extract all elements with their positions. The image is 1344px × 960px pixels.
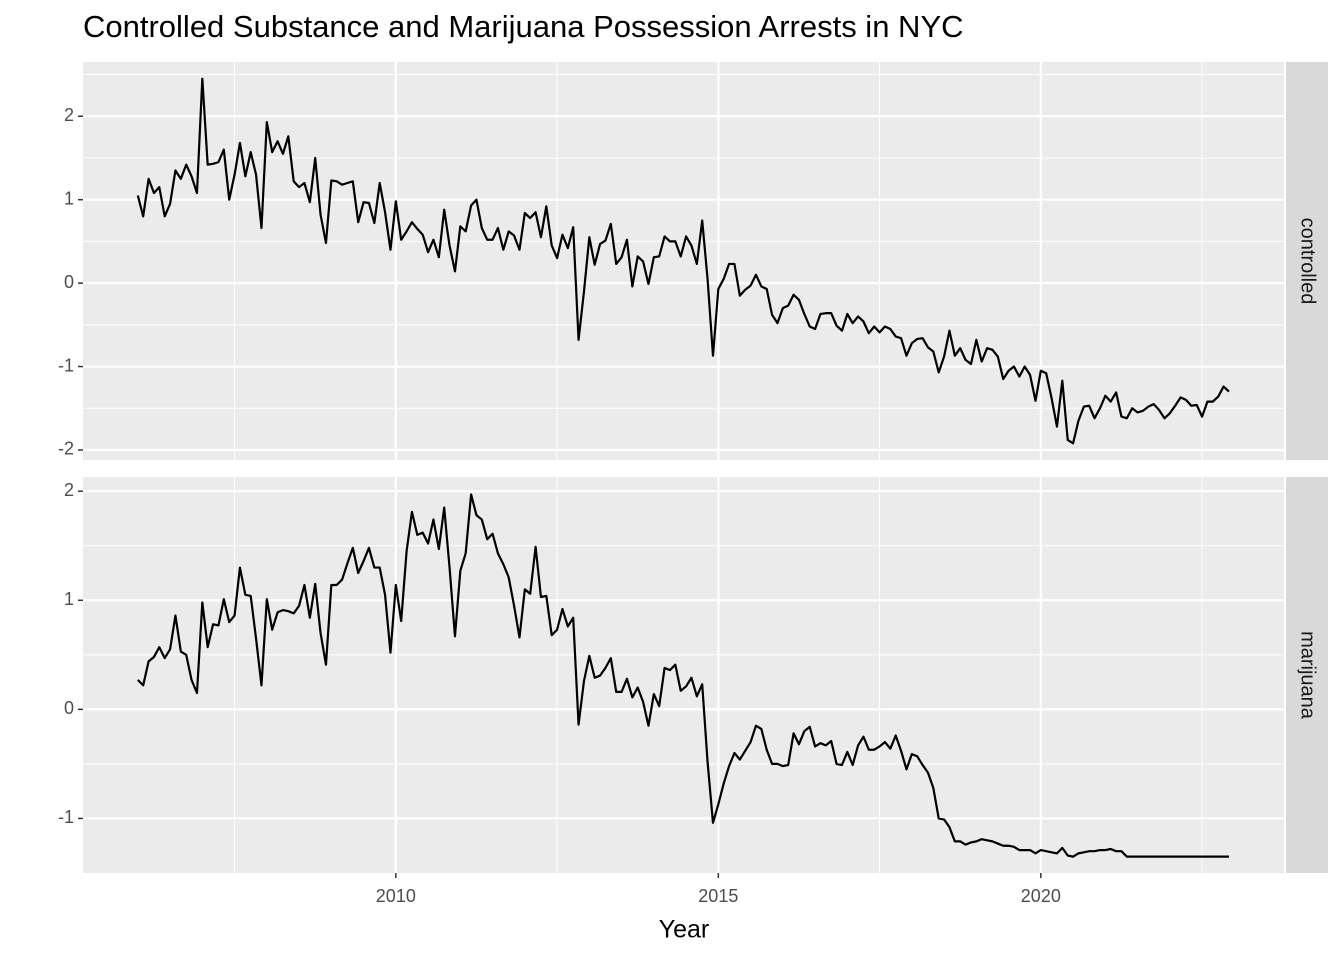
panel-background bbox=[83, 477, 1284, 873]
y-tick-label: -2 bbox=[58, 439, 74, 459]
data-line bbox=[137, 493, 1229, 858]
strip-background bbox=[1286, 477, 1328, 873]
y-tick-label: -1 bbox=[58, 807, 74, 827]
strip-background bbox=[1286, 62, 1328, 460]
strip-label: marijuana bbox=[1297, 631, 1319, 720]
x-axis-label: Year bbox=[659, 916, 710, 944]
y-tick-label: 2 bbox=[64, 480, 74, 500]
x-tick-label: 2020 bbox=[1021, 886, 1061, 906]
y-tick-label: 1 bbox=[64, 589, 74, 609]
y-tick-label: -1 bbox=[58, 355, 74, 375]
strip-label: controlled bbox=[1297, 218, 1319, 305]
panel-background bbox=[83, 62, 1284, 460]
x-tick-label: 2010 bbox=[376, 886, 416, 906]
chart-title: Controlled Substance and Marijuana Posse… bbox=[83, 9, 964, 44]
y-tick-label: 2 bbox=[64, 105, 74, 125]
y-tick-label: 1 bbox=[64, 188, 74, 208]
x-tick-label: 2015 bbox=[698, 886, 738, 906]
data-line bbox=[136, 77, 1230, 445]
y-tick-label: 0 bbox=[64, 698, 74, 718]
y-tick-label: 0 bbox=[64, 272, 74, 292]
